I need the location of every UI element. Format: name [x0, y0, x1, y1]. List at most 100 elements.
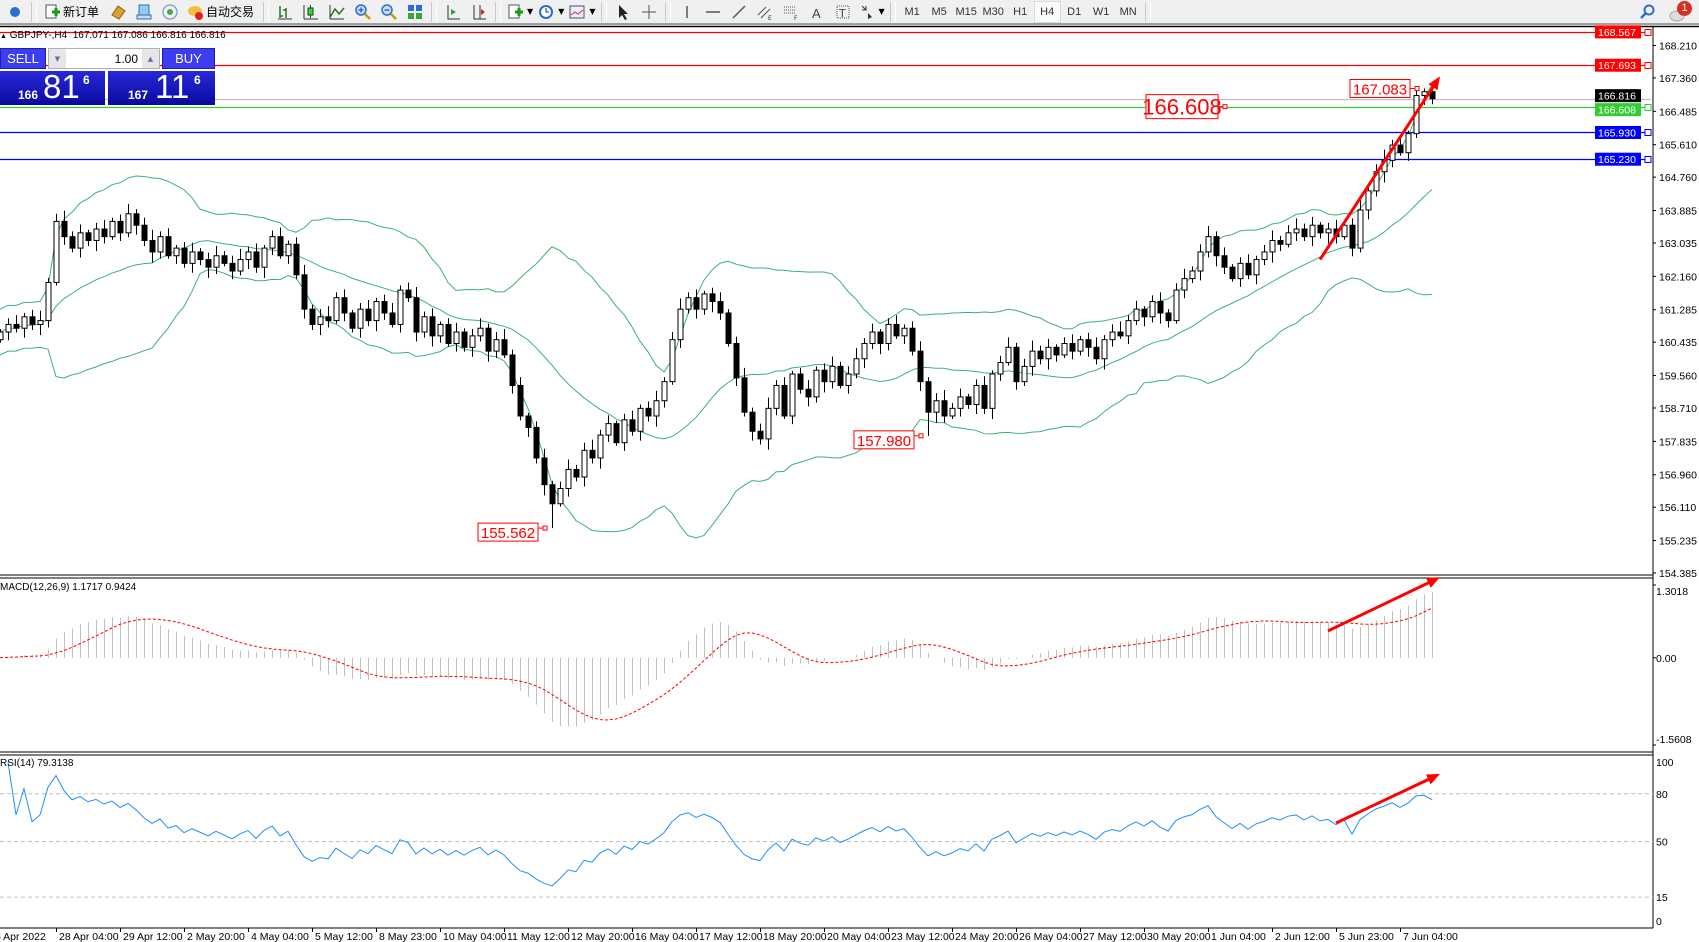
candle-body [797, 373, 804, 390]
candle [229, 255, 236, 280]
candle-body [1229, 266, 1236, 280]
candle-body [1237, 262, 1244, 280]
autotrading-button[interactable]: 自动交易 [183, 1, 260, 23]
candle [1101, 335, 1108, 370]
candle-body [1061, 342, 1068, 356]
timeframe-w1[interactable]: W1 [1092, 5, 1110, 18]
crosshair-button[interactable] [636, 1, 662, 23]
candle [1109, 324, 1116, 347]
vertical-line-button[interactable] [674, 1, 700, 23]
time-axis-label: 18 May 20:00 [763, 931, 827, 942]
text-button[interactable]: A [804, 1, 830, 23]
candle [981, 376, 988, 414]
candle [1165, 309, 1172, 328]
candle [573, 464, 580, 482]
candle-body [941, 400, 948, 417]
fibonacci-button[interactable]: F [778, 1, 804, 23]
timeframe-m15[interactable]: M15 [955, 5, 977, 18]
candle [125, 203, 132, 238]
timeframe-h1[interactable]: H1 [1013, 5, 1028, 18]
candle [133, 209, 140, 235]
templates-button[interactable]: ▼ [566, 1, 597, 23]
chart-shift-button[interactable] [440, 1, 466, 23]
indicators-button[interactable]: ▼ [504, 1, 535, 23]
timeframe-m5[interactable]: M5 [931, 5, 947, 18]
candle [93, 222, 100, 252]
candle-body [901, 327, 908, 337]
signals-button[interactable] [157, 1, 183, 23]
candle [485, 323, 492, 362]
zoom-in-button[interactable] [350, 1, 376, 23]
candle [349, 309, 356, 333]
lot-size-input[interactable] [66, 51, 142, 66]
label-text: 155.562 [481, 525, 535, 542]
search-icon[interactable] [1639, 4, 1655, 20]
candle-body [477, 327, 484, 337]
sell-button[interactable]: SELL [0, 48, 46, 69]
arrows-button[interactable]: ▼ [856, 1, 887, 23]
candle-body [837, 365, 844, 386]
lot-decrease-button[interactable]: ▼ [49, 49, 66, 68]
buy-button[interactable]: BUY [162, 48, 215, 69]
price-label: 155.562 [477, 522, 548, 542]
equidistant-channel-button[interactable]: E [752, 1, 778, 23]
candle-body [1181, 278, 1188, 291]
main-plot [0, 31, 1651, 539]
dropdown-arrow-icon: ▼ [878, 7, 885, 16]
candle-body [549, 484, 556, 505]
timeframe-h4[interactable]: H4 [1033, 0, 1061, 23]
candle-body [157, 236, 164, 253]
lot-increase-button[interactable]: ▲ [142, 49, 159, 68]
buy-price[interactable]: 167 11 6 [108, 68, 215, 105]
search-partial-button[interactable] [2, 1, 28, 23]
candle [5, 318, 12, 341]
notifications-button[interactable]: 1 [1669, 1, 1692, 22]
candle-body [309, 308, 316, 325]
cursor-button[interactable] [610, 1, 636, 23]
timeframe-d1[interactable]: D1 [1067, 5, 1082, 18]
candle [885, 318, 892, 351]
candle-body [861, 342, 868, 360]
sell-price[interactable]: 166 81 6 [0, 68, 105, 105]
candlestick-button[interactable] [298, 1, 324, 23]
timeframe-m30[interactable]: M30 [982, 5, 1004, 18]
bar-chart-button[interactable] [272, 1, 298, 23]
candle [645, 401, 652, 422]
tile-windows-button[interactable] [402, 1, 428, 23]
candle [637, 404, 644, 441]
history-center-button[interactable] [105, 1, 131, 23]
price-axis-label: 159.560 [1659, 371, 1697, 383]
timeframe-m1[interactable]: M1 [904, 5, 920, 18]
line-chart-button[interactable] [324, 1, 350, 23]
timeframe-mn[interactable]: MN [1119, 5, 1137, 18]
trendline-button[interactable] [726, 1, 752, 23]
candle-body [149, 239, 156, 253]
zoom-out-button[interactable] [376, 1, 402, 23]
candle-body [1125, 320, 1132, 337]
candle-body [597, 434, 604, 459]
candle [501, 328, 508, 358]
trend-arrow-rsi [1335, 775, 1434, 825]
periods-clock-button[interactable]: ▼ [535, 1, 566, 23]
periods-clock-icon [539, 4, 554, 19]
new-order-button[interactable]: 新订单 [40, 1, 105, 23]
candle [1221, 247, 1228, 275]
new-order-icon [45, 4, 60, 18]
candle-body [917, 350, 924, 383]
candle-body [1101, 339, 1108, 360]
candle [661, 377, 668, 408]
candle [565, 459, 572, 497]
candle-body [61, 220, 68, 238]
terminal-button[interactable] [131, 1, 157, 23]
horizontal-line-button[interactable] [700, 1, 726, 23]
collapse-triangle-icon[interactable]: ▲ [0, 33, 7, 40]
candle [293, 237, 300, 280]
text-label-button[interactable]: T [830, 1, 856, 23]
time-axis-label: 8 May 23:00 [379, 931, 437, 942]
auto-scroll-button[interactable] [466, 1, 492, 23]
candle-body [269, 236, 276, 249]
candle [1069, 334, 1076, 360]
candle [517, 377, 524, 421]
candle-body [1141, 308, 1148, 318]
